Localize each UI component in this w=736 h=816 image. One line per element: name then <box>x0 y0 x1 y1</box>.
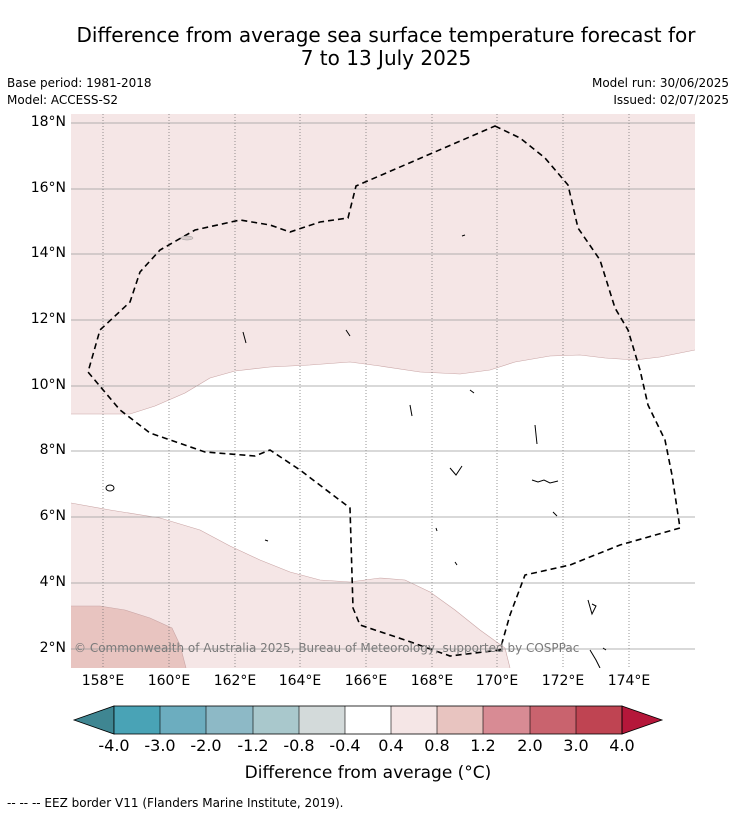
colorbar-segment <box>391 706 437 734</box>
lon-label-166e: 166°E <box>344 673 388 689</box>
island-outline <box>409 404 413 417</box>
colorbar-tick-label: 1.2 <box>470 736 496 755</box>
colorbar-tick-label: -1.2 <box>237 736 269 755</box>
lat-label-18n: 18°N <box>30 114 66 130</box>
colorbar-tick-label: 0.8 <box>424 736 450 755</box>
colorbar-segment <box>299 706 345 734</box>
island-outline <box>534 424 538 445</box>
eez-border <box>87 125 681 657</box>
island-outline <box>264 539 269 542</box>
colorbar-tick-label: -0.8 <box>283 736 315 755</box>
island-outline <box>345 329 351 337</box>
colorbar-extend-high <box>621 705 664 735</box>
base-period: Base period: 1981-2018 <box>7 76 152 90</box>
colorbar-extend-low <box>72 705 115 735</box>
lon-label-162e: 162°E <box>213 673 257 689</box>
lon-label-164e: 164°E <box>278 673 322 689</box>
island-outline <box>587 599 597 616</box>
colorbar-segment <box>576 706 622 734</box>
island-outline <box>531 479 559 484</box>
colorbar-segment <box>253 706 299 734</box>
islands <box>105 234 607 668</box>
meta-right: Model run: 30/06/2025 Issued: 02/07/2025 <box>592 75 729 109</box>
island-outline <box>105 484 115 492</box>
colorbar-tick-label: -2.0 <box>190 736 222 755</box>
colorbar-segment <box>345 706 391 734</box>
colorbar-segment <box>160 706 206 734</box>
colorbar-segment <box>483 706 530 734</box>
lat-label-10n: 10°N <box>30 377 66 393</box>
island-outline <box>242 331 247 344</box>
lat-label-12n: 12°N <box>30 311 66 327</box>
lon-label-174e: 174°E <box>607 673 651 689</box>
colorbar-tick-label: -0.4 <box>329 736 361 755</box>
colorbar-segment <box>530 706 576 734</box>
model-name: Model: ACCESS-S2 <box>7 93 119 107</box>
model-run: Model run: 30/06/2025 <box>591 76 729 90</box>
lat-label-8n: 8°N <box>39 442 66 458</box>
map-title-line1: Difference from average sea surface temp… <box>76 23 696 47</box>
colorbar-outline <box>113 705 623 735</box>
colorbar-tick-label: 2.0 <box>517 736 543 755</box>
island-outline <box>449 465 463 476</box>
map-title-line2: 7 to 13 July 2025 <box>300 46 472 70</box>
lat-label-4n: 4°N <box>39 574 66 590</box>
island-outline <box>552 511 558 517</box>
colorbar-tick-label: 3.0 <box>563 736 589 755</box>
colorbar-segment <box>114 706 160 734</box>
lon-label-158e: 158°E <box>81 673 125 689</box>
lat-label-14n: 14°N <box>30 245 66 261</box>
lat-gridlines <box>71 122 695 650</box>
island-shaded <box>180 235 194 241</box>
lat-label-6n: 6°N <box>39 508 66 524</box>
copyright-notice: © Commonwealth of Australia 2025, Bureau… <box>74 641 580 655</box>
colorbar-tick-label: -4.0 <box>98 736 130 755</box>
colorbar-title: Difference from average (°C) <box>244 763 492 783</box>
lon-label-170e: 170°E <box>475 673 519 689</box>
lon-label-160e: 160°E <box>147 673 191 689</box>
contour-line-south <box>71 502 511 668</box>
island-outline <box>435 527 438 532</box>
issued-date: Issued: 02/07/2025 <box>613 93 729 107</box>
meta-left: Base period: 1981-2018 Model: ACCESS-S2 <box>7 75 152 109</box>
colorbar-segment <box>437 706 483 734</box>
lon-label-168e: 168°E <box>410 673 454 689</box>
lat-label-16n: 16°N <box>30 180 66 196</box>
island-outline <box>589 649 601 668</box>
lat-label-2n: 2°N <box>39 640 66 656</box>
island-outline <box>469 389 475 394</box>
lon-label-172e: 172°E <box>541 673 585 689</box>
eez-legend: -- -- -- EEZ border V11 (Flanders Marine… <box>7 796 344 810</box>
anomaly-fill-neutral <box>71 350 695 668</box>
contour-line-north <box>71 349 695 415</box>
island-outline <box>461 234 466 237</box>
island-outline <box>602 647 607 651</box>
colorbar-tick-label: 0.4 <box>378 736 404 755</box>
colorbar <box>72 705 664 735</box>
contour-line-warmer <box>71 605 187 668</box>
colorbar-tick-label: 4.0 <box>609 736 635 755</box>
map-area <box>71 114 695 668</box>
colorbar-tick-label: -3.0 <box>144 736 176 755</box>
colorbar-segment <box>206 706 253 734</box>
island-outline <box>454 561 458 566</box>
